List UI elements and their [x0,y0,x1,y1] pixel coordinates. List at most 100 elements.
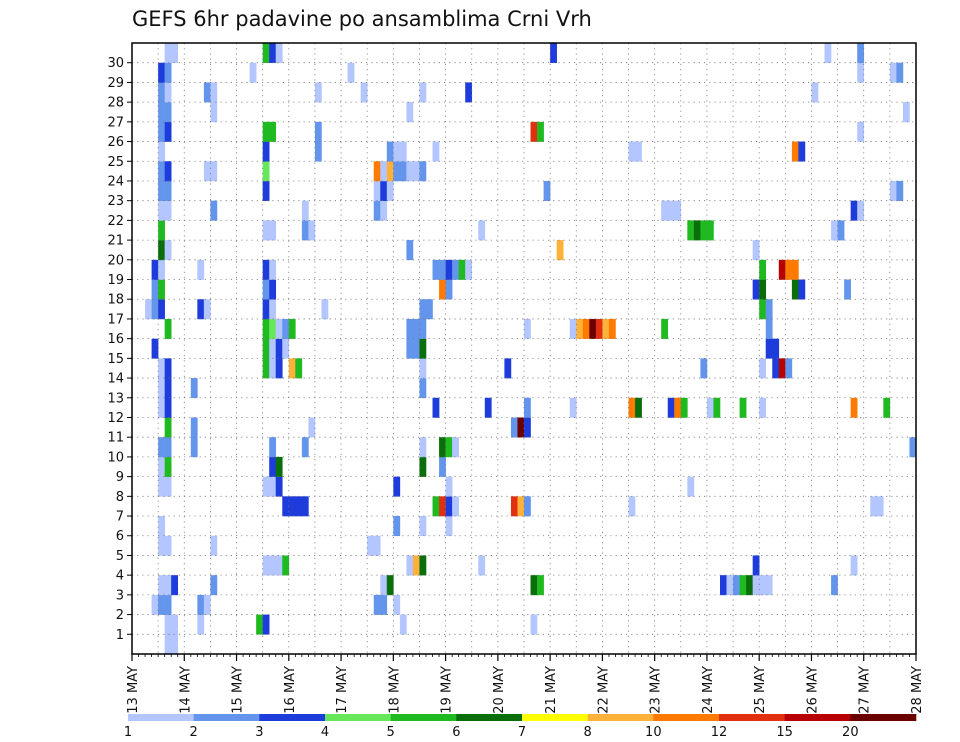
heatmap-cell [759,575,767,596]
heatmap-cell [269,358,277,379]
y-tick-label: 24 [107,174,124,189]
heatmap-cell [164,417,172,438]
colorbar-label: 20 [842,725,859,740]
heatmap-cell [373,161,381,182]
heatmap-cell [661,200,669,221]
heatmap-cell [850,555,858,576]
heatmap-cell [164,378,172,399]
heatmap-cell [889,180,897,201]
y-tick-label: 8 [116,490,124,505]
x-axis: 13 MAY 14 MAY 15 MAY 16 MAY 17 MAY 18 MAY 19 M… [126,654,925,714]
y-tick-label: 3 [116,588,124,603]
heatmap-cell [857,62,865,83]
y-tick-label: 10 [107,450,124,465]
colorbar-swatch [128,714,194,721]
y-tick-label: 7 [116,510,124,525]
x-tick-label: 13 MAY [126,666,141,714]
heatmap-cell [164,535,172,556]
x-tick-label: 28 MAY [910,666,925,714]
heatmap-cell [269,121,277,142]
heatmap-cell [765,338,773,359]
plot-frame [131,42,917,655]
colorbar-label: 12 [711,725,728,740]
heatmap-cell [752,575,760,596]
heatmap-cell [197,614,205,635]
heatmap-cell [295,358,303,379]
colorbar-swatch [193,714,260,721]
heatmap-cell [739,575,747,596]
heatmap-cell [452,437,459,458]
heatmap-cell [419,338,427,359]
heatmap-cell [158,456,165,477]
heatmap-cell [713,397,721,418]
colorbar-label: 2 [190,725,198,740]
heatmap-cell [628,141,636,162]
y-tick-label: 5 [116,549,124,564]
heatmap-cell [158,121,165,142]
heatmap-cell [158,141,165,162]
heatmap-cell [158,575,165,596]
y-tick-label: 1 [116,628,124,643]
x-tick-label: 23 MAY [649,666,664,714]
heatmap-cell [726,575,734,596]
heatmap-cell [373,200,381,221]
heatmap-cell [269,456,277,477]
heatmap-cell [857,200,865,221]
heatmap-cell [386,161,394,182]
heatmap-cell [151,299,159,320]
heatmap-cell [687,220,695,241]
heatmap-cell [190,437,198,458]
heatmap-cell [537,575,544,596]
y-tick-label: 17 [107,312,124,327]
heatmap-cell [517,417,525,438]
heatmap-cell [269,259,277,280]
heatmap-cell [765,575,773,596]
heatmap-cell [700,220,708,241]
heatmap-cell [203,82,211,103]
y-tick-label: 2 [116,608,124,623]
heatmap-cell [393,516,401,537]
heatmap-cell [151,338,159,359]
heatmap-cell [269,476,277,497]
chart-title: GEFS 6hr padavine po ansamblima Crni Vrh [132,7,592,31]
heatmap-cell [269,555,277,576]
heatmap-cell [706,220,714,241]
heatmap-cell [164,200,172,221]
heatmap-cell [288,496,296,517]
x-tick-label: 15 MAY [231,666,246,714]
heatmap-cell [145,299,152,320]
heatmap-cell [158,279,165,300]
heatmap-cell [197,299,205,320]
heatmap-cell [386,141,394,162]
heatmap-cell [158,397,165,418]
heatmap-cell [602,318,610,339]
heatmap-cell [301,220,309,241]
heatmap-cell [569,397,577,418]
heatmap-cell [158,358,165,379]
heatmap-cell [752,555,760,576]
heatmap-cell [308,220,316,241]
heatmap-cell [158,516,165,537]
heatmap-cell [883,397,891,418]
heatmap-cell [282,338,290,359]
colorbar-swatch [784,714,851,721]
heatmap-cell [524,417,531,438]
y-tick-label: 4 [116,569,124,584]
y-tick-label: 26 [107,135,124,150]
x-tick-label: 24 MAY [701,666,716,714]
heatmap-cell [197,259,205,280]
heatmap-cell [674,200,682,221]
heatmap-cell [393,476,401,497]
colorbar-label: 3 [255,725,263,740]
heatmap-cell [412,161,420,182]
heatmap-cell [530,121,538,142]
heatmap-cell [380,180,388,201]
heatmap-cell [203,299,211,320]
heatmap-cell [269,437,277,458]
heatmap-cell [445,259,453,280]
heatmap-cell [269,318,277,339]
heatmap-cell [269,279,277,300]
heatmap-cell [445,516,453,537]
heatmap-cell [759,358,767,379]
